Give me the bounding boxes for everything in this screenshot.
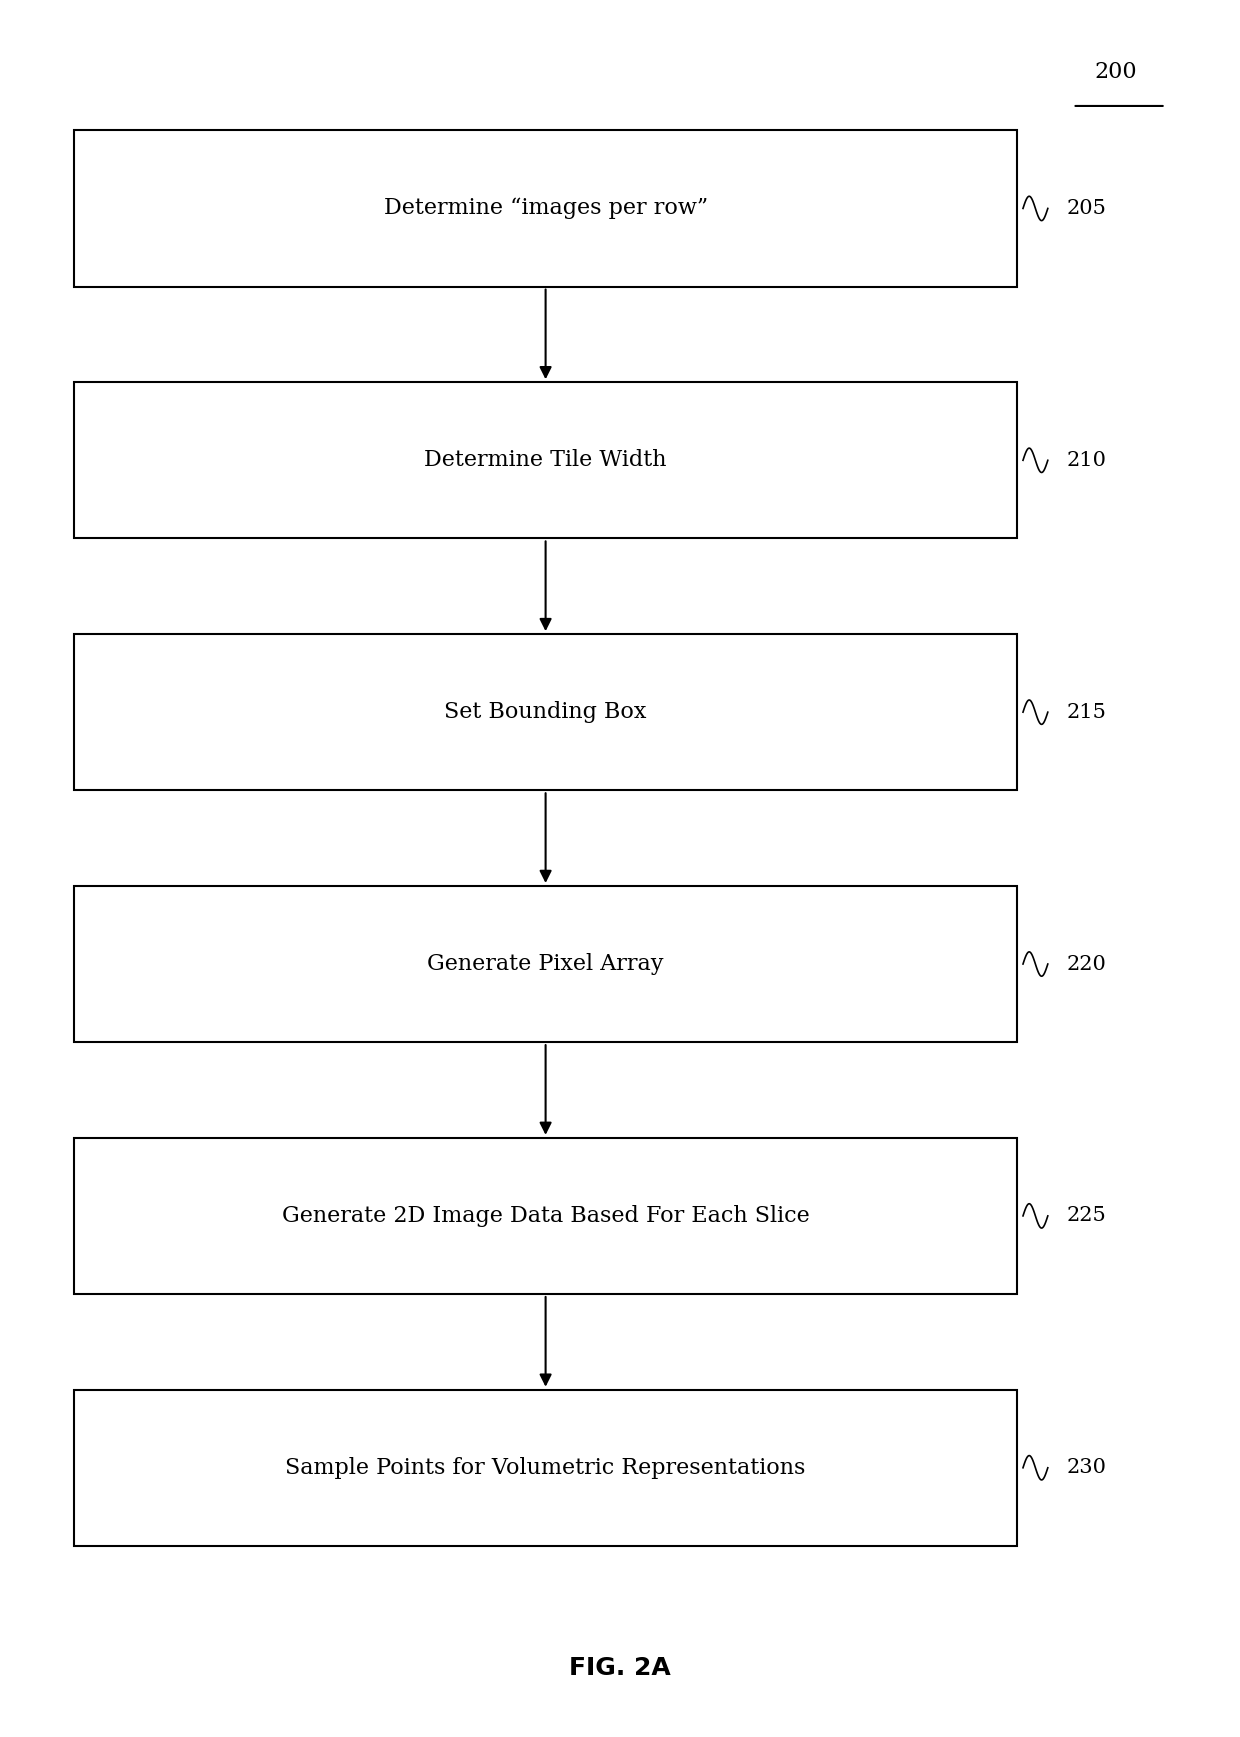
Text: 220: 220 <box>1066 955 1106 973</box>
Text: Sample Points for Volumetric Representations: Sample Points for Volumetric Representat… <box>285 1457 806 1478</box>
Text: 200: 200 <box>1095 61 1137 83</box>
Text: 230: 230 <box>1066 1459 1106 1476</box>
FancyBboxPatch shape <box>74 886 1017 1042</box>
Text: 205: 205 <box>1066 200 1106 217</box>
Text: Generate 2D Image Data Based For Each Slice: Generate 2D Image Data Based For Each Sl… <box>281 1205 810 1226</box>
FancyBboxPatch shape <box>74 130 1017 287</box>
Text: FIG. 2A: FIG. 2A <box>569 1655 671 1680</box>
FancyBboxPatch shape <box>74 1138 1017 1294</box>
Text: 215: 215 <box>1066 703 1106 721</box>
FancyBboxPatch shape <box>74 1390 1017 1546</box>
FancyBboxPatch shape <box>74 382 1017 538</box>
FancyBboxPatch shape <box>74 634 1017 790</box>
Text: 225: 225 <box>1066 1207 1106 1225</box>
Text: Generate Pixel Array: Generate Pixel Array <box>428 954 663 974</box>
Text: Set Bounding Box: Set Bounding Box <box>444 702 647 723</box>
Text: 210: 210 <box>1066 452 1106 469</box>
Text: Determine Tile Width: Determine Tile Width <box>424 450 667 471</box>
Text: Determine “images per row”: Determine “images per row” <box>383 198 708 219</box>
